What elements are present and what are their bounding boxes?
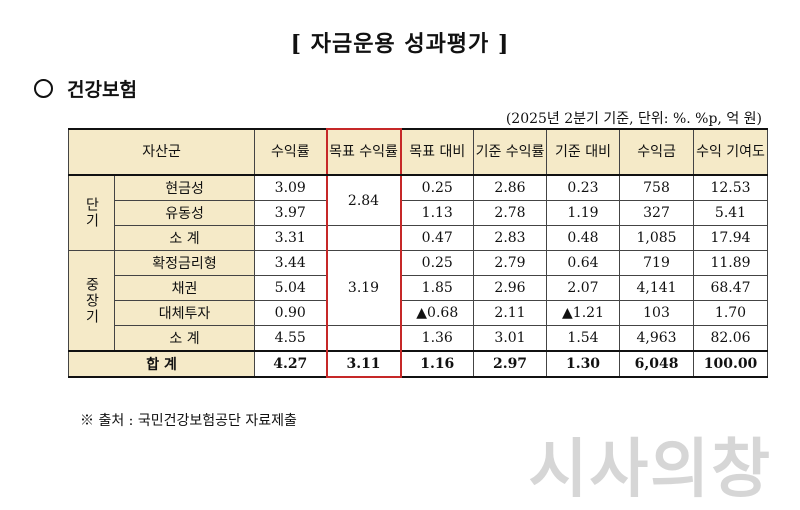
- cell-profit: 758: [619, 174, 695, 201]
- cell-vs-target: 0.47: [400, 225, 475, 251]
- cell-contrib: 12.53: [693, 174, 769, 201]
- cell-profit: 1,085: [619, 225, 695, 251]
- cell-return: 3.97: [254, 200, 328, 226]
- cell-return: 3.09: [254, 174, 328, 201]
- header-return: 수익률: [254, 128, 328, 176]
- total-row: 합 계 4.27 3.11 1.16 2.97 1.30 6,048 100.0…: [67, 350, 769, 378]
- cell-return: 4.55: [254, 325, 328, 352]
- cell-contrib: 68.47: [693, 275, 769, 301]
- header-row: 자산군 수익률 목표 수익률 목표 대비 기준 수익률 기준 대비 수익금 수익…: [67, 128, 769, 176]
- cell-bench: 2.86: [473, 174, 548, 201]
- table-row: 소 계 4.55 1.36 3.01 1.54 4,963 82.06: [69, 325, 769, 352]
- table-row: 유동성 3.97 1.13 2.78 1.19 327 5.41: [69, 200, 769, 226]
- cell-target-empty: [325, 225, 402, 251]
- watermark-logo: 시사의창: [528, 433, 772, 507]
- total-return: 4.27: [254, 350, 328, 378]
- total-profit: 6,048: [619, 350, 695, 378]
- cell-target-short: 2.84: [325, 174, 402, 226]
- cell-target-mid-long: 3.19: [325, 250, 402, 326]
- header-benchmark-return: 기준 수익률: [473, 128, 548, 176]
- cell-bench: 3.01: [473, 325, 548, 352]
- row-label: 소 계: [113, 325, 256, 352]
- cell-bench: 2.83: [473, 225, 548, 251]
- cell-bench: 2.78: [473, 200, 548, 226]
- total-label: 합 계: [67, 350, 256, 378]
- cell-contrib: 5.41: [693, 200, 769, 226]
- section-title: 건강보험: [67, 79, 137, 101]
- cell-profit: 4,963: [619, 325, 695, 352]
- cell-vs-target: 1.85: [400, 275, 475, 301]
- cell-contrib: 1.70: [693, 300, 769, 326]
- cell-contrib: 82.06: [693, 325, 769, 352]
- table-row: 채권 5.04 1.85 2.96 2.07 4,141 68.47: [69, 275, 769, 301]
- cell-profit: 719: [619, 250, 695, 276]
- header-vs-benchmark: 기준 대비: [546, 128, 621, 176]
- cell-contrib: 17.94: [693, 225, 769, 251]
- group-mid-long: 중장기: [68, 250, 115, 352]
- table-row: 단기 현금성 3.09 2.84 0.25 2.86 0.23 758 12.5…: [68, 174, 769, 251]
- group-short: 단기: [68, 174, 115, 251]
- row-label: 현금성: [113, 174, 256, 201]
- header-target-return: 목표 수익률: [325, 128, 402, 176]
- cell-target-empty: [325, 325, 402, 352]
- total-vs-bench: 1.30: [546, 350, 621, 378]
- cell-contrib: 11.89: [693, 250, 769, 276]
- row-label: 대체투자: [113, 300, 256, 326]
- cell-return: 3.31: [254, 225, 328, 251]
- cell-vs-target: ▲0.68: [400, 300, 475, 326]
- cell-vs-bench: 0.48: [546, 225, 621, 251]
- cell-vs-bench: ▲1.21: [546, 300, 621, 326]
- source-note: ※ 출처 : 국민건강보험공단 자료제출: [80, 413, 297, 429]
- row-label: 확정금리형: [113, 250, 256, 276]
- cell-profit: 103: [619, 300, 695, 326]
- row-label: 소 계: [113, 225, 256, 251]
- cell-return: 3.44: [254, 250, 328, 276]
- performance-table: 자산군 수익률 목표 수익률 목표 대비 기준 수익률 기준 대비 수익금 수익…: [67, 128, 769, 378]
- cell-vs-target: 1.36: [400, 325, 475, 352]
- cell-vs-bench: 0.23: [546, 174, 621, 201]
- total-bench: 2.97: [473, 350, 548, 378]
- cell-vs-bench: 1.19: [546, 200, 621, 226]
- cell-return: 5.04: [254, 275, 328, 301]
- cell-vs-bench: 1.54: [546, 325, 621, 352]
- total-contrib: 100.00: [693, 350, 769, 378]
- row-label: 채권: [113, 275, 256, 301]
- header-profit: 수익금: [619, 128, 695, 176]
- cell-vs-bench: 2.07: [546, 275, 621, 301]
- page-title: [ 자금운용 성과평가 ]: [290, 31, 510, 57]
- cell-bench: 2.79: [473, 250, 548, 276]
- unit-note: (2025년 2분기 기준, 단위: %. %p, 억 원): [505, 111, 762, 127]
- section-heading: 건강보험: [34, 75, 137, 102]
- circle-bullet-icon: [34, 79, 53, 98]
- cell-vs-target: 1.13: [400, 200, 475, 226]
- table-row: 중장기 확정금리형 3.44 3.19 0.25 2.79 0.64 719 1…: [68, 250, 769, 352]
- cell-vs-bench: 0.64: [546, 250, 621, 276]
- cell-profit: 327: [619, 200, 695, 226]
- total-vs-target: 1.16: [400, 350, 475, 378]
- header-contribution: 수익 기여도: [693, 128, 769, 176]
- cell-bench: 2.96: [473, 275, 548, 301]
- cell-vs-target: 0.25: [400, 174, 475, 201]
- header-vs-target: 목표 대비: [400, 128, 475, 176]
- table-row: 대체투자 0.90 ▲0.68 2.11 ▲1.21 103 1.70: [69, 300, 769, 326]
- row-label: 유동성: [113, 200, 256, 226]
- cell-bench: 2.11: [473, 300, 548, 326]
- cell-return: 0.90: [254, 300, 328, 326]
- cell-profit: 4,141: [619, 275, 695, 301]
- header-asset: 자산군: [67, 128, 256, 176]
- total-target: 3.11: [325, 350, 402, 378]
- table-row: 소 계 3.31 0.47 2.83 0.48 1,085 17.94: [69, 225, 769, 251]
- cell-vs-target: 0.25: [400, 250, 475, 276]
